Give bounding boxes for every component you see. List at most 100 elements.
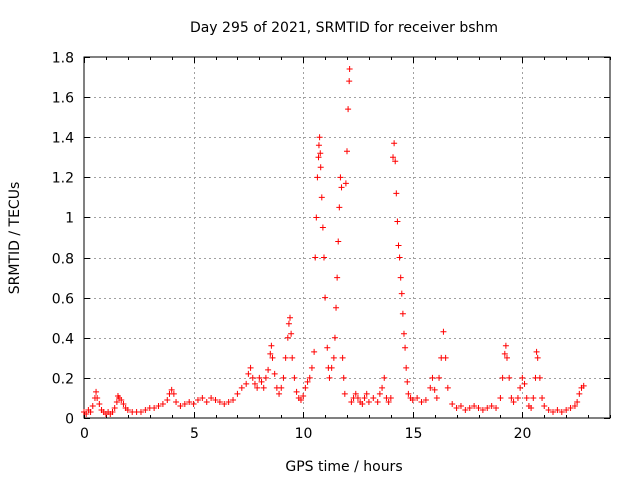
data-point [313, 214, 320, 221]
data-point [414, 394, 421, 401]
data-point [89, 402, 96, 409]
data-point [390, 154, 397, 161]
data-point [260, 384, 267, 391]
data-point [344, 148, 350, 155]
data-point [554, 406, 561, 413]
data-point [436, 374, 443, 381]
data-point [444, 384, 451, 391]
data-point [245, 370, 252, 377]
data-point [208, 394, 215, 401]
data-point [308, 364, 315, 371]
data-point [348, 398, 355, 405]
data-point [550, 408, 557, 415]
data-point [571, 402, 578, 409]
data-point [94, 394, 101, 401]
data-point [288, 330, 295, 337]
data-point [306, 374, 313, 381]
data-point [265, 366, 272, 373]
data-point [361, 394, 368, 401]
data-point [398, 290, 405, 297]
grid-lines [84, 57, 610, 418]
data-point [284, 334, 291, 341]
data-point [402, 344, 409, 351]
data-point [155, 402, 162, 409]
data-point [225, 398, 232, 405]
x-tick-label: 5 [190, 426, 199, 442]
data-point [203, 398, 210, 405]
x-tick-label: 15 [405, 426, 423, 442]
data-point [376, 390, 383, 397]
data-point [262, 374, 269, 381]
data-point [449, 400, 456, 407]
data-point [385, 398, 392, 405]
data-point [93, 388, 100, 395]
y-tick-label: 1.2 [52, 171, 74, 187]
data-point [403, 364, 410, 371]
data-point [395, 242, 402, 249]
data-point [234, 390, 241, 397]
data-point [87, 408, 94, 415]
x-tick-label: 10 [295, 426, 313, 442]
data-point [497, 394, 504, 401]
data-point [502, 342, 509, 349]
data-point [514, 394, 521, 401]
data-point [311, 348, 318, 355]
data-point [285, 320, 292, 327]
data-point [399, 310, 406, 317]
data-point [258, 378, 265, 385]
data-point [391, 140, 398, 147]
data-point [320, 254, 327, 261]
data-point [379, 384, 386, 391]
x-tick-label: 0 [80, 426, 89, 442]
data-point [315, 142, 322, 149]
data-point [493, 404, 500, 411]
data-point [501, 350, 508, 357]
data-point [168, 386, 175, 393]
data-point [471, 402, 478, 409]
data-point [539, 394, 546, 401]
data-point [291, 374, 298, 381]
data-point [330, 354, 337, 361]
data-point [521, 380, 528, 387]
data-point [475, 404, 482, 411]
data-point [508, 394, 515, 401]
data-point [409, 396, 416, 403]
data-point [316, 134, 323, 141]
data-point [280, 374, 287, 381]
y-tick-label: 1.4 [52, 131, 74, 147]
data-point [314, 174, 321, 181]
data-point [282, 354, 289, 361]
data-point [164, 396, 171, 403]
data-point [354, 394, 361, 401]
data-point [302, 384, 309, 391]
data-point [370, 394, 377, 401]
data-point [293, 388, 300, 395]
data-point [318, 194, 325, 201]
data-point [324, 344, 331, 351]
data-point [338, 184, 345, 191]
data-point [317, 150, 324, 157]
data-point [317, 164, 324, 171]
data-point [488, 402, 495, 409]
data-point [479, 406, 486, 413]
data-point [346, 66, 353, 73]
data-point [453, 404, 460, 411]
data-point [506, 374, 513, 381]
data-point [304, 378, 311, 385]
data-point [339, 354, 346, 361]
data-point [120, 400, 127, 407]
data-point [580, 382, 587, 389]
data-point [254, 384, 261, 391]
data-point [427, 384, 434, 391]
x-axis-label: GPS time / hours [285, 459, 402, 475]
data-point [142, 406, 149, 413]
data-point [567, 404, 574, 411]
data-point [405, 390, 412, 397]
data-point [392, 158, 399, 165]
data-point [393, 190, 400, 197]
data-point [124, 406, 131, 413]
data-point [289, 354, 296, 361]
data-point [523, 394, 530, 401]
data-point [534, 354, 541, 361]
